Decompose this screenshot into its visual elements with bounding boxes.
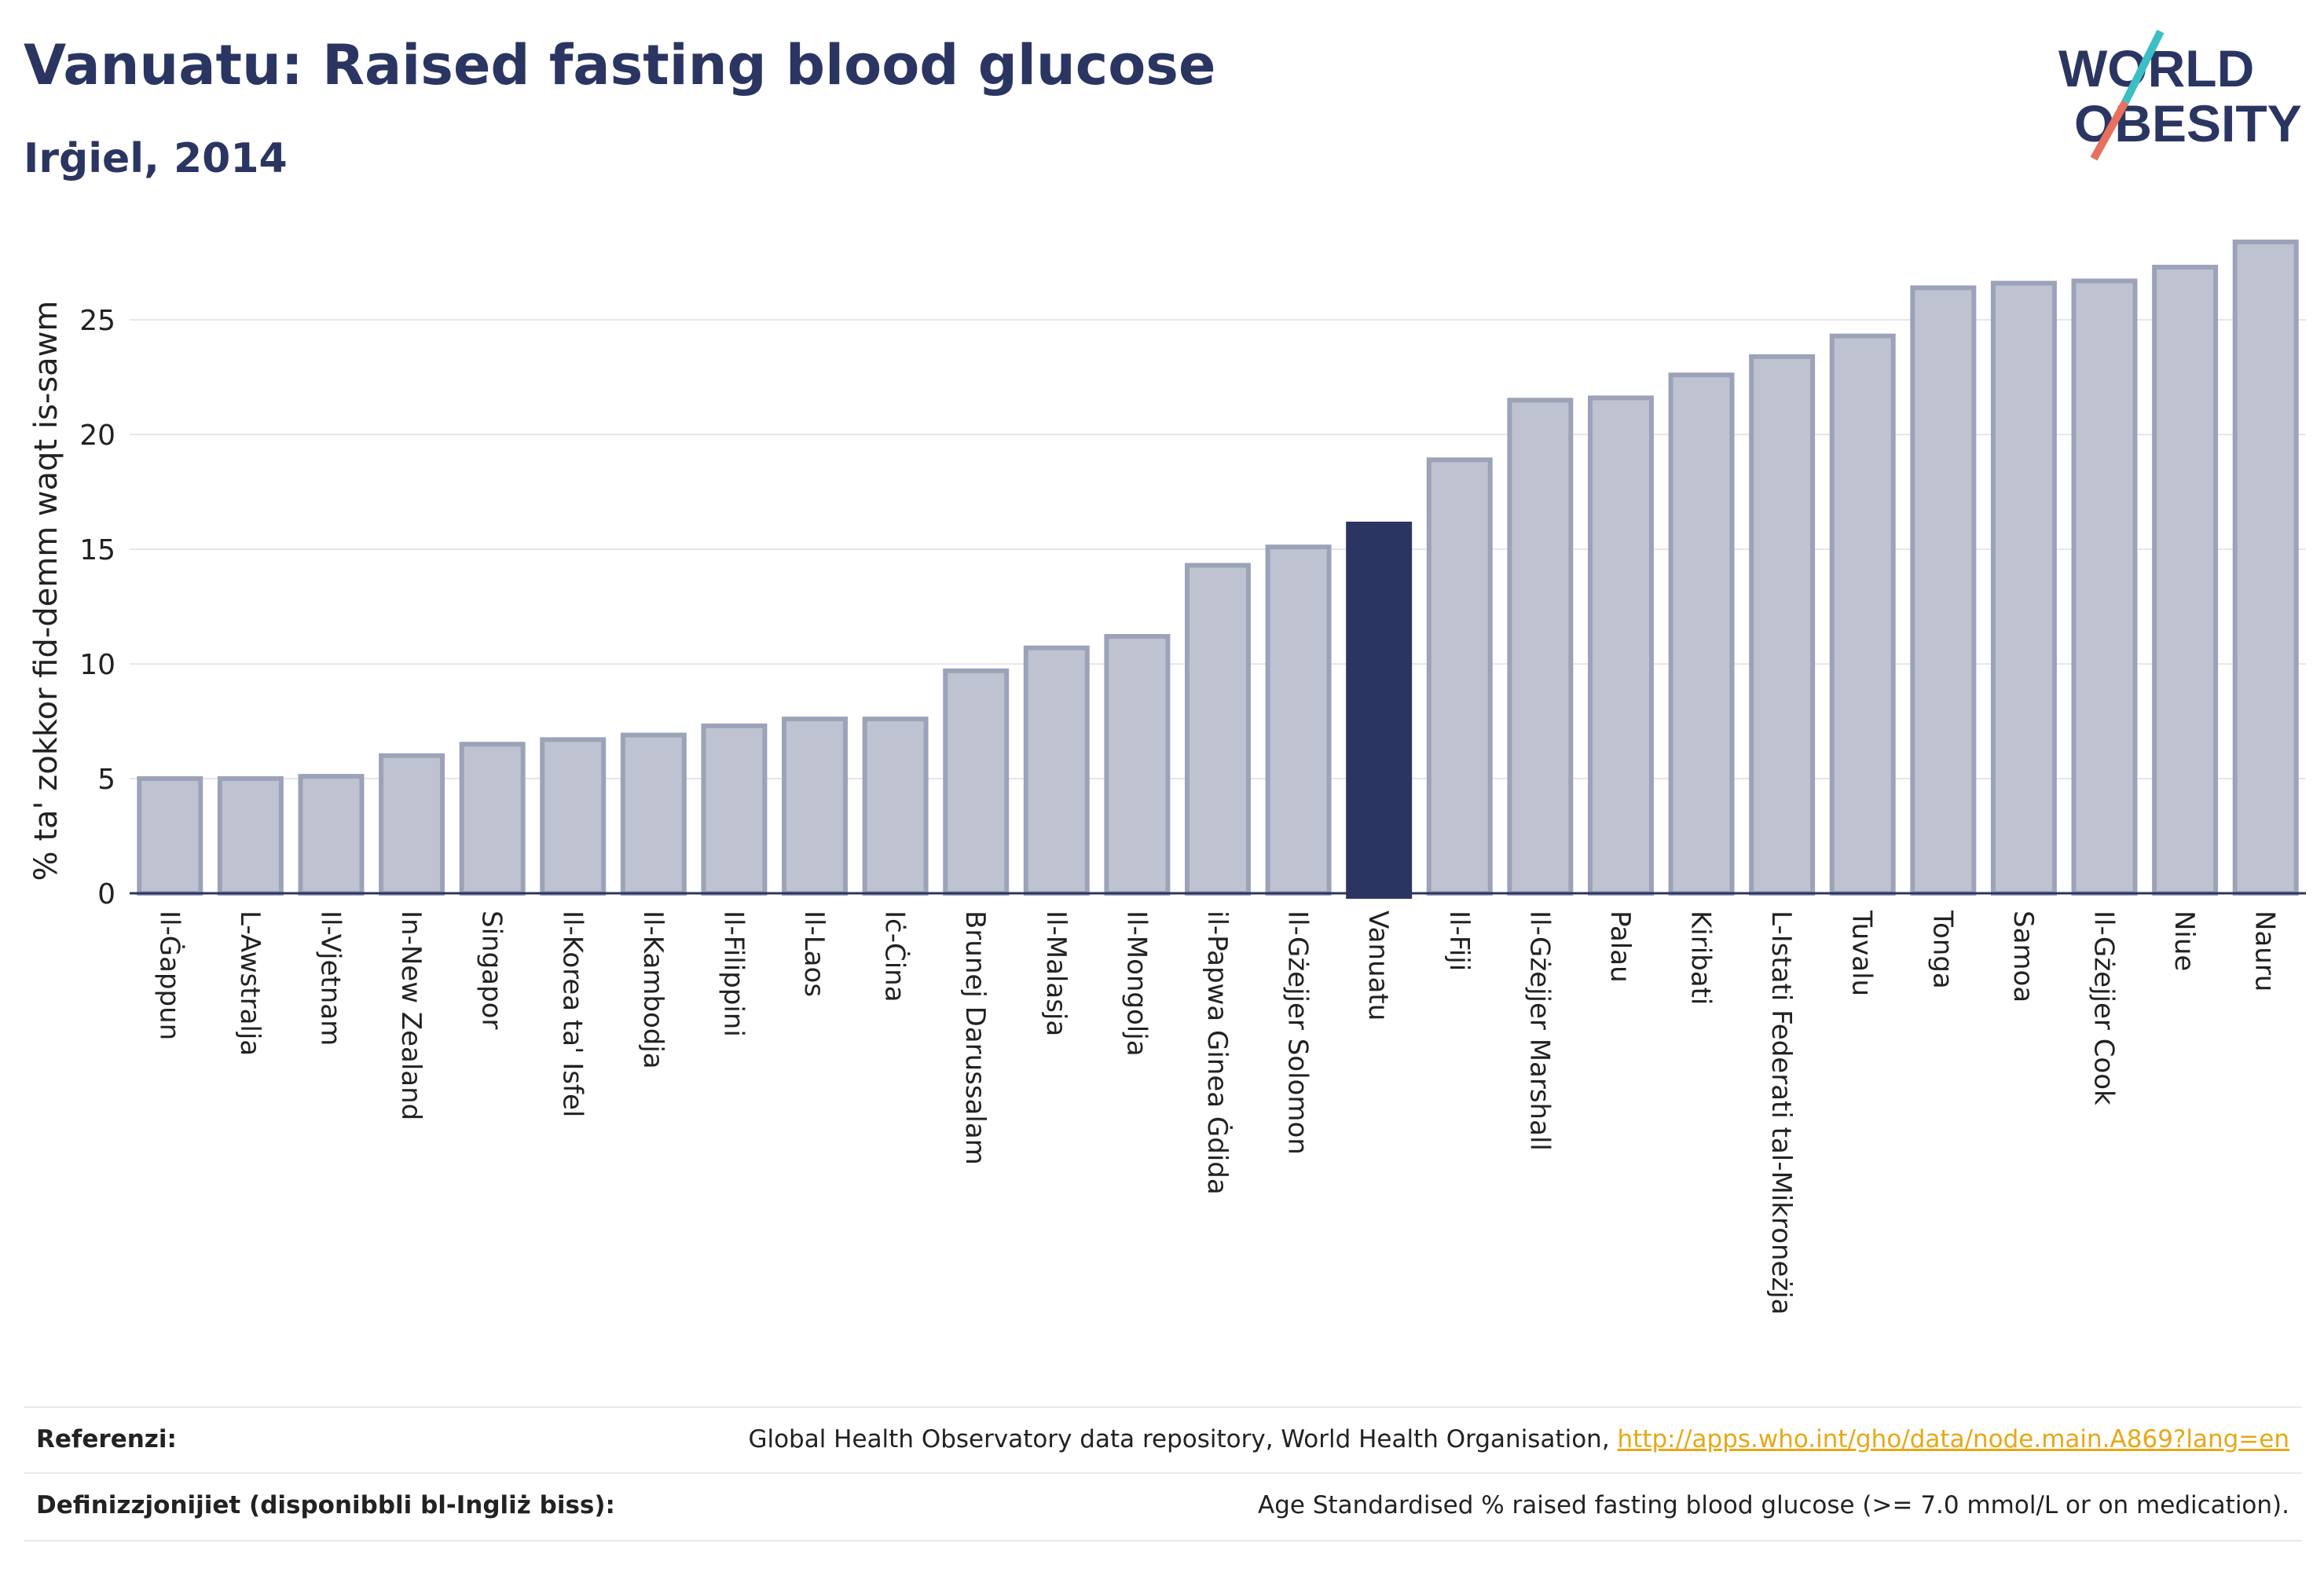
- bars: [137, 239, 2299, 899]
- logo-slash-coral: [2090, 100, 2129, 161]
- references-value: Global Health Observatory data repositor…: [748, 1425, 2289, 1453]
- bar-chart: 0 5 10 15 20 25 Il-Ġappun L-Awstralja Il-Vjetna…: [28, 239, 2306, 1315]
- bar: [1668, 372, 1735, 896]
- bar: [1185, 563, 1251, 896]
- y-tick-label: 15: [79, 534, 115, 566]
- x-tick-label: Il-Mongolja: [1120, 911, 1152, 1057]
- x-tick-label: Il-Ġappun: [153, 911, 185, 1040]
- x-tick-label: Il-Kambodja: [637, 911, 669, 1069]
- x-tick-label: Palau: [1604, 911, 1636, 983]
- bar: [620, 732, 687, 896]
- references-row: Referenzi: Global Health Observatory dat…: [24, 1406, 2302, 1472]
- x-tick-label: Il-Filippini: [717, 911, 749, 1037]
- bar-highlight: [1346, 521, 1413, 899]
- bar: [1990, 280, 2057, 896]
- bar: [943, 668, 1010, 896]
- footer-divider: [24, 1540, 2302, 1541]
- bar: [2152, 265, 2219, 896]
- references-link[interactable]: http://apps.who.int/gho/data/node.main.A…: [1617, 1425, 2289, 1453]
- x-tick-label: Il-Gżejjer Solomon: [1282, 911, 1314, 1155]
- bar: [298, 774, 365, 896]
- logo-slash-teal: [2121, 29, 2165, 104]
- x-tick-label: Iċ-Ċina: [879, 911, 911, 1002]
- y-tick-label: 10: [79, 649, 115, 681]
- bar: [1749, 354, 1816, 896]
- y-tick-label: 0: [97, 878, 115, 911]
- x-tick-label: Brunej Darussalam: [959, 911, 991, 1165]
- x-tick-label: Il-Fiji: [1443, 911, 1475, 971]
- bar: [2232, 239, 2299, 896]
- bar: [2071, 278, 2138, 896]
- bar: [701, 723, 768, 896]
- bar: [459, 742, 526, 896]
- definitions-row: Definizzjonijiet (disponibbli bl-Ingliż …: [24, 1472, 2302, 1538]
- bar: [1426, 457, 1493, 896]
- logo-line1: WORLD: [2058, 39, 2254, 97]
- bar: [1023, 645, 1090, 896]
- references-label: Referenzi:: [36, 1425, 177, 1453]
- bar: [379, 753, 445, 896]
- y-tick-label: 25: [79, 305, 115, 337]
- bar: [217, 776, 284, 896]
- x-tick-label: Il-Malasja: [1040, 911, 1072, 1036]
- y-tick-label: 5: [97, 764, 115, 796]
- x-tick-label: Tonga: [1926, 910, 1958, 989]
- x-tick-label: Il-Laos: [798, 911, 830, 997]
- chart-subtitle: Irġiel, 2014: [24, 135, 288, 182]
- bar: [782, 717, 849, 896]
- x-tick-label: Il-Korea ta' Isfel: [556, 911, 588, 1117]
- x-tick-label: il-Papwa Ginea Ġdida: [1201, 911, 1233, 1195]
- world-obesity-logo: WORLD OBESITY: [2058, 29, 2302, 161]
- bar: [137, 776, 203, 896]
- bar: [1104, 634, 1171, 896]
- x-tick-label: Kiribati: [1685, 911, 1717, 1005]
- y-tick-labels: 0 5 10 15 20 25: [79, 305, 115, 911]
- bar: [1910, 285, 1977, 896]
- bar: [1507, 398, 1574, 896]
- x-tick-label: L-Istati Federati tal-Mikroneżja: [1765, 911, 1797, 1315]
- x-tick-label: Niue: [2168, 911, 2200, 971]
- x-tick-label: Nauru: [2249, 911, 2281, 991]
- bar: [1587, 395, 1654, 896]
- x-tick-label: In-New Zealand: [395, 911, 427, 1120]
- bar: [1265, 544, 1332, 896]
- x-tick-label: Il-Vjetnam: [314, 911, 346, 1046]
- references-text: Global Health Observatory data repositor…: [748, 1425, 1618, 1453]
- definitions-value: Age Standardised % raised fasting blood …: [1258, 1491, 2289, 1519]
- x-tick-label: Il-Gżejjer Cook: [2088, 911, 2120, 1105]
- y-axis-label: % ta' zokkor fid-demm waqt is-sawm: [28, 301, 64, 881]
- x-tick-label: Il-Gżejjer Marshall: [1523, 911, 1555, 1151]
- bar: [540, 737, 607, 896]
- x-tick-label: Samoa: [2007, 911, 2039, 1002]
- x-tick-label: Singapor: [476, 911, 508, 1029]
- definitions-label: Definizzjonijiet (disponibbli bl-Ingliż …: [36, 1491, 615, 1519]
- x-tick-label: L-Awstralja: [234, 911, 266, 1056]
- bar: [1829, 333, 1896, 896]
- x-tick-label: Tuvalu: [1846, 910, 1878, 996]
- y-tick-label: 20: [79, 420, 115, 452]
- bar: [862, 717, 929, 896]
- x-tick-label: Vanuatu: [1362, 911, 1394, 1021]
- x-tick-labels: Il-Ġappun L-Awstralja Il-Vjetnam In-New Zea…: [153, 910, 2280, 1315]
- chart-title: Vanuatu: Raised fasting blood glucose: [24, 33, 1216, 97]
